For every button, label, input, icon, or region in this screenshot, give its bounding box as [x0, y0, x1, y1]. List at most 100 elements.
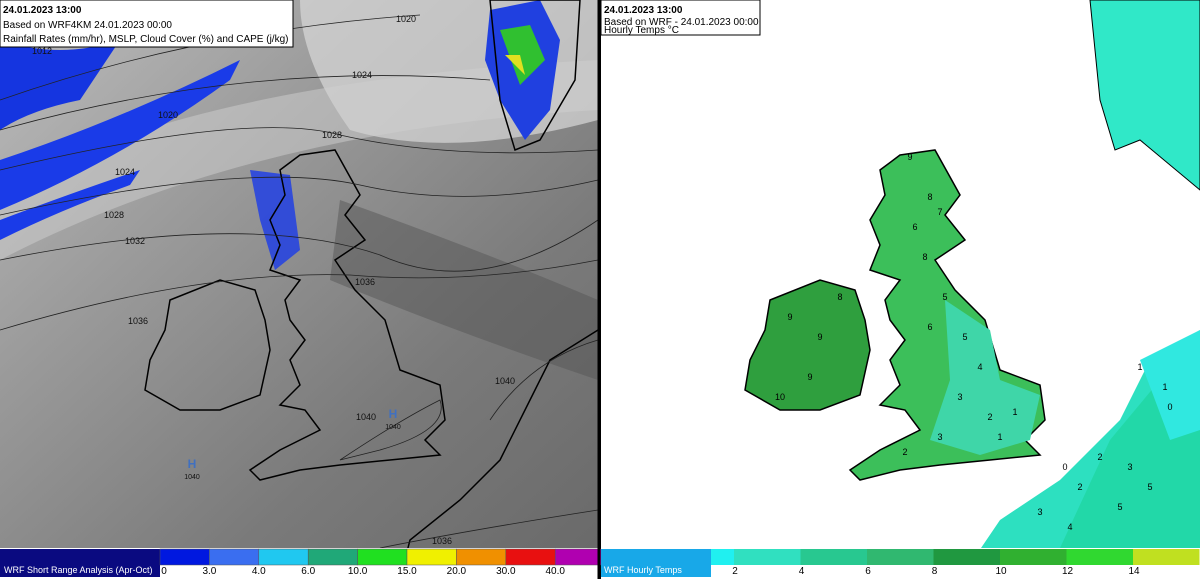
header-fields: Hourly Temps °C — [604, 25, 679, 36]
land-norway — [1089, 0, 1200, 191]
pressure-symbol: H — [188, 457, 197, 471]
temperature-label: 0 — [1167, 402, 1172, 412]
temperature-label: 8 — [922, 252, 927, 262]
temperature-label: 5 — [1117, 502, 1122, 512]
legend-swatch — [1000, 549, 1067, 565]
legend-swatch — [209, 548, 260, 566]
temperature-label: 5 — [1147, 482, 1152, 492]
temperature-label: 0 — [1062, 462, 1067, 472]
temperature-label: 8 — [927, 192, 932, 202]
isobar-label: 1040 — [495, 376, 515, 386]
header-source: Based on WRF - 24.01.2023 00:00 — [604, 17, 759, 28]
legend-swatch — [800, 549, 867, 565]
isobar-label: 1036 — [355, 277, 375, 287]
isobar-label: 1040 — [356, 412, 376, 422]
legend-label: 10 — [995, 566, 1007, 577]
isobar-label: 1032 — [125, 236, 145, 246]
legend-label: 40.0 — [545, 566, 565, 577]
legend-label: 20.0 — [447, 566, 467, 577]
isobar — [0, 259, 599, 331]
coastline — [489, 0, 581, 152]
legend-swatch — [159, 548, 210, 566]
legend-label: 30.0 — [496, 566, 516, 577]
temperature-label: 1 — [1137, 362, 1142, 372]
rain-band — [0, 60, 240, 210]
header-fields: Rainfall Rates (mm/hr), MSLP, Cloud Cove… — [3, 34, 288, 45]
header-source: Based on WRF4KM 24.01.2023 00:00 — [3, 20, 172, 31]
temperature-label: 7 — [937, 207, 942, 217]
legend-swatch — [357, 548, 408, 566]
pressure-value: 1040 — [385, 424, 401, 431]
isobar — [339, 399, 442, 461]
cool-area — [930, 300, 1040, 455]
isobar — [0, 75, 491, 131]
right-legend: WRF Hourly Temps 2 4 6 8 10 12 14 — [601, 548, 1200, 579]
legend-swatch — [933, 549, 1000, 565]
temperature-label: 3 — [1037, 507, 1042, 517]
temperature-label: 3 — [1127, 462, 1132, 472]
isobar — [0, 176, 599, 216]
temperature-label: 8 — [837, 292, 842, 302]
sea-cool — [1140, 330, 1200, 440]
land-ireland — [744, 279, 871, 411]
rain-band — [0, 170, 140, 240]
isobar-label: 1012 — [32, 46, 52, 56]
legend-swatch — [734, 549, 801, 565]
temperature-label: 2 — [1077, 482, 1082, 492]
legend-label: 2 — [732, 566, 738, 577]
legend-swatch — [505, 548, 556, 566]
isobar — [0, 219, 599, 272]
legend-label: 4 — [799, 566, 805, 577]
isobar — [0, 127, 599, 171]
temperature-label: 6 — [927, 322, 932, 332]
temperature-label: 6 — [912, 222, 917, 232]
header-box — [0, 0, 294, 48]
coastline — [399, 329, 599, 579]
legend-swatch — [867, 549, 934, 565]
temperature-label: 4 — [977, 362, 982, 372]
legend-swatch — [258, 548, 309, 566]
legend-swatch — [554, 548, 605, 566]
isobar-label: 1020 — [396, 14, 416, 24]
temperature-label: 3 — [937, 432, 942, 442]
header-time: 24.01.2023 13:00 — [604, 5, 683, 16]
temperature-label: 9 — [807, 372, 812, 382]
legend-swatch — [456, 548, 507, 566]
legend-swatch — [1066, 549, 1133, 565]
temperature-label: 1 — [1012, 407, 1017, 417]
header-time: 24.01.2023 13:00 — [3, 5, 82, 16]
left-legend: WRF Short Range Analysis (Apr-Oct) 0 3.0 4.… — [0, 548, 704, 579]
temperature-label: 9 — [787, 312, 792, 322]
cloud-band — [0, 60, 598, 260]
pressure-value: 1040 — [184, 474, 200, 481]
legend-label: 6.0 — [301, 566, 315, 577]
temperature-label: 4 — [1067, 522, 1072, 532]
header-box — [600, 0, 761, 36]
temperature-label: 2 — [1097, 452, 1102, 462]
legend-label: 12 — [1062, 566, 1074, 577]
left-map: 1020 1024 1020 1024 1028 1032 1036 1036 … — [0, 0, 599, 579]
temperature-label: 5 — [962, 332, 967, 342]
temperature-label: 2 — [902, 447, 907, 457]
isobar-label: 1020 — [158, 110, 178, 120]
isobar — [379, 509, 599, 549]
coastline — [144, 279, 271, 411]
temperature-label: 5 — [942, 292, 947, 302]
rain-cell — [500, 25, 545, 85]
temperature-label: 2 — [987, 412, 992, 422]
legend-title: WRF Hourly Temps — [604, 565, 682, 575]
legend-title: WRF Short Range Analysis (Apr-Oct) — [4, 565, 153, 575]
legend-label: 6 — [865, 566, 871, 577]
legend-swatch — [0, 549, 160, 577]
isobar-label: 1028 — [322, 130, 342, 140]
temperature-label: 9 — [817, 332, 822, 342]
legend-label: 0 — [161, 566, 167, 577]
temperature-label: 1 — [997, 432, 1002, 442]
legend-label: 15.0 — [397, 566, 417, 577]
legend-swatch — [406, 548, 457, 566]
isobar-label: 1028 — [104, 210, 124, 220]
temperature-label: 9 — [907, 152, 912, 162]
